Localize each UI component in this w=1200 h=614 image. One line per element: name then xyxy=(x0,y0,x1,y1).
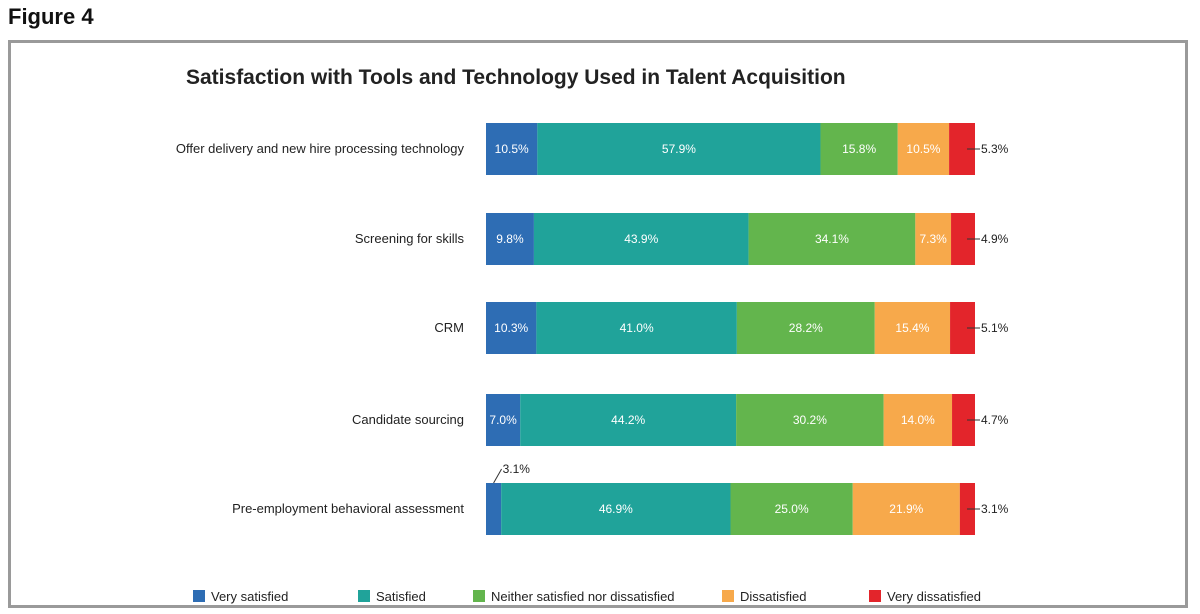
bar-segment xyxy=(486,394,521,446)
bar-segment xyxy=(486,302,537,354)
legend-swatch xyxy=(473,590,485,602)
data-label: 4.7% xyxy=(981,413,1009,427)
label-leader-line xyxy=(493,468,503,484)
legend-label: Dissatisfied xyxy=(740,589,806,604)
category-label: Screening for skills xyxy=(355,231,465,246)
bars-group: 10.5% 57.9% 15.8% 10.5% 5.3% 9.8% 43.9% 34.1% 7.… xyxy=(486,123,1009,535)
data-label: 30.2% xyxy=(793,413,827,427)
category-label: CRM xyxy=(434,320,464,335)
data-label: 41.0% xyxy=(620,321,654,335)
legend-swatch xyxy=(722,590,734,602)
data-label: 34.1% xyxy=(815,232,849,246)
bar-segment xyxy=(883,394,953,446)
data-label: 10.5% xyxy=(495,142,529,156)
category-label: Candidate sourcing xyxy=(352,412,464,427)
data-label: 5.1% xyxy=(981,321,1009,335)
category-label: Offer delivery and new hire processing t… xyxy=(176,141,465,156)
data-label: 5.3% xyxy=(981,142,1009,156)
bar-segment xyxy=(874,302,951,354)
bar-segment xyxy=(820,123,898,175)
data-label: 46.9% xyxy=(599,502,633,516)
data-label: 14.0% xyxy=(901,413,935,427)
bar-segment xyxy=(951,213,975,265)
data-label: 43.9% xyxy=(624,232,658,246)
legend: Very satisfied Satisfied Neither satisfied… xyxy=(193,589,981,604)
bar-segment xyxy=(897,123,950,175)
bar-segment xyxy=(736,394,884,446)
data-label: 10.5% xyxy=(906,142,940,156)
bar-segment xyxy=(537,123,821,175)
data-label: 7.0% xyxy=(489,413,517,427)
bar-segment xyxy=(952,394,975,446)
legend-label: Satisfied xyxy=(376,589,426,604)
figure-label: Figure 4 xyxy=(8,4,94,29)
data-label: 15.4% xyxy=(895,321,929,335)
data-label: 21.9% xyxy=(889,502,923,516)
data-label: 25.0% xyxy=(775,502,809,516)
data-label: 15.8% xyxy=(842,142,876,156)
data-label: 4.9% xyxy=(981,232,1009,246)
data-label: 44.2% xyxy=(611,413,645,427)
data-label: 7.3% xyxy=(920,232,948,246)
legend-swatch xyxy=(193,590,205,602)
bar-segment xyxy=(501,483,731,535)
category-label: Pre-employment behavioral assessment xyxy=(232,501,464,516)
category-labels: Offer delivery and new hire processing t… xyxy=(176,141,465,516)
data-label: 57.9% xyxy=(662,142,696,156)
bar-segment xyxy=(852,483,960,535)
bar-segment xyxy=(486,123,538,175)
legend-label: Neither satisfied nor dissatisfied xyxy=(491,589,675,604)
bar-segment xyxy=(730,483,853,535)
chart-title: Satisfaction with Tools and Technology U… xyxy=(186,66,846,89)
data-label: 3.1% xyxy=(981,502,1009,516)
bar-segment xyxy=(536,302,737,354)
data-label: 9.8% xyxy=(496,232,524,246)
data-label: 3.1% xyxy=(503,462,531,476)
bar-segment xyxy=(533,213,749,265)
bar-segment xyxy=(486,213,534,265)
legend-swatch xyxy=(358,590,370,602)
bar-segment xyxy=(520,394,737,446)
bar-segment xyxy=(486,483,502,535)
bar-segment xyxy=(748,213,916,265)
bar-segment xyxy=(736,302,875,354)
data-label: 10.3% xyxy=(494,321,528,335)
legend-label: Very satisfied xyxy=(211,589,288,604)
legend-swatch xyxy=(869,590,881,602)
data-label: 28.2% xyxy=(789,321,823,335)
bar-segment xyxy=(915,213,952,265)
legend-label: Very dissatisfied xyxy=(887,589,981,604)
